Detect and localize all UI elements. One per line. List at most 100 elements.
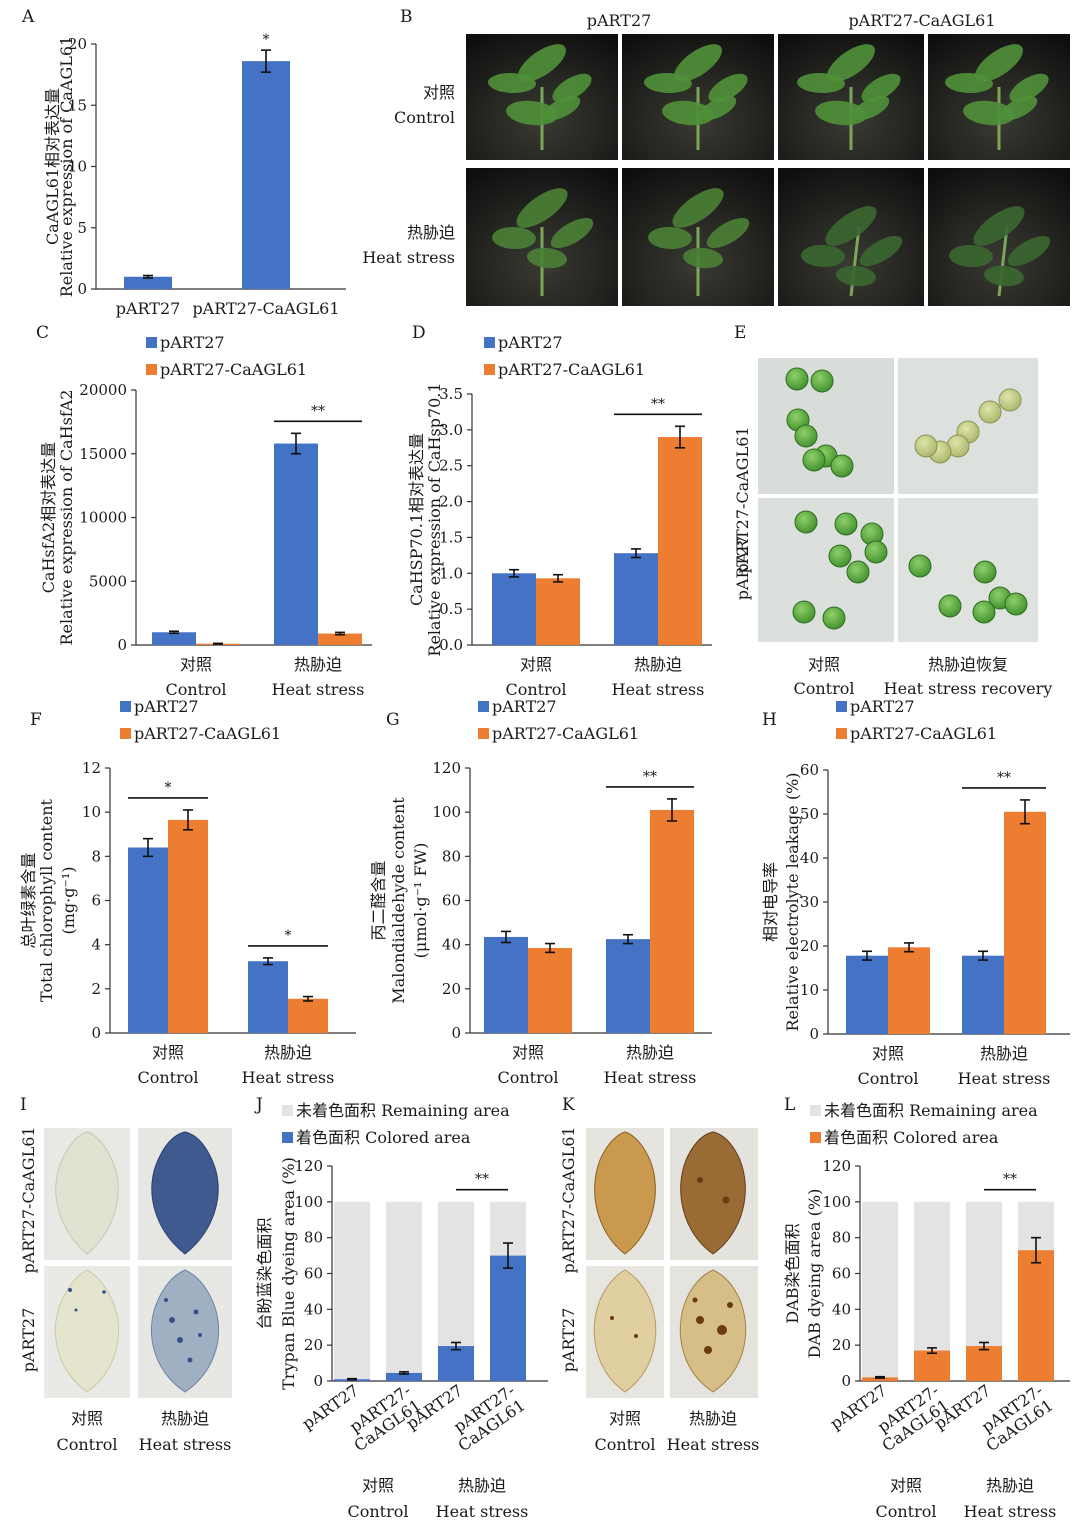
a-ytick-label: 10	[68, 158, 87, 176]
c-ytick-label: 0	[117, 636, 127, 654]
j-ytick-label: 80	[304, 1229, 323, 1247]
e-col-label-1-en: Control	[793, 679, 854, 698]
leaf-i-1	[55, 1131, 119, 1255]
panel-label-b: B	[400, 7, 413, 27]
panel-b-photos: pART27 pART27-CaAGL61 对照 Control 热胁迫 Hea…	[362, 11, 1070, 306]
chart-f: 0 2 4 6 8 10 12 总叶绿素含量 Total chlorophyll content…	[19, 697, 356, 1087]
g-ytick-label: 100	[432, 803, 461, 821]
l-ylabel-line: DAB dyeing area (%)	[805, 1189, 824, 1359]
leaf-disc	[834, 512, 858, 536]
h-significance-label: **	[997, 770, 1011, 786]
plant-leaf	[963, 100, 1015, 126]
l-group-label-cn: 热胁迫	[986, 1476, 1034, 1495]
f-ylabel-line: Total chlorophyll content	[37, 798, 56, 1002]
f-bar-part27-caagl61	[288, 998, 328, 1033]
l-ytick-label: 120	[822, 1157, 851, 1175]
panel-label-c: C	[36, 323, 49, 343]
d-ytick-label: 3.0	[439, 421, 463, 439]
d-legend-label: pART27	[498, 333, 563, 352]
f-significance-label: *	[165, 780, 172, 796]
f-ylabel-line: 总叶绿素含量	[19, 852, 38, 948]
a-ytick-label: 0	[77, 280, 87, 298]
plant-leaf	[852, 95, 890, 121]
l-group-label-en: Heat stress	[964, 1502, 1057, 1521]
leaf-disc	[830, 454, 854, 478]
f-category-label-en: Heat stress	[242, 1068, 335, 1087]
l-group-label-cn: 对照	[890, 1476, 922, 1495]
e-row-label-2: pART27	[733, 536, 752, 601]
leaf-disc	[792, 600, 816, 624]
panel-label-l: L	[784, 1095, 795, 1115]
g-ytick-label: 120	[432, 759, 461, 777]
l-ytick-label: 80	[832, 1229, 851, 1247]
plant-leaf	[662, 100, 714, 126]
plant-leaf	[516, 188, 568, 228]
a-ylabel-line: Relative expression of CaAGL61	[57, 36, 76, 297]
plant-leaf	[543, 95, 581, 121]
leaf-disc	[938, 594, 962, 618]
panel-label-h: H	[762, 710, 777, 730]
c-legend-swatch	[146, 337, 157, 348]
a-significance-label: *	[263, 32, 270, 48]
h-ytick-label: 0	[809, 1025, 819, 1043]
plant-leaf	[644, 72, 692, 94]
d-legend-swatch	[484, 364, 495, 375]
plant-leaf	[672, 188, 724, 228]
leaf-i-3	[54, 1269, 120, 1393]
j-ylabel-line: Trypan Blue dyeing area (%)	[279, 1157, 298, 1390]
g-bar-part27-caagl61	[528, 947, 572, 1033]
panel-label-d: D	[412, 323, 426, 343]
plant-leaf	[827, 44, 875, 82]
plant-leaf	[949, 244, 993, 268]
d-ylabel-line: CaHSP70.1相对表达量	[407, 433, 426, 606]
g-bar-part27	[484, 936, 528, 1033]
g-ytick-label: 0	[451, 1024, 461, 1042]
chart-l: 0 20 40 60 80 100 120 DAB染色面积 DAB dyeing area (%…	[783, 1101, 1070, 1521]
j-group-label-en: Heat stress	[436, 1502, 529, 1521]
leaf-k-spots	[610, 1177, 733, 1354]
h-bar-part27	[962, 955, 1004, 1034]
panel-label-e: E	[734, 323, 746, 343]
plant-leaf	[945, 72, 993, 94]
d-significance-label: **	[651, 396, 665, 412]
plant-leaf	[674, 44, 722, 82]
plant-leaf	[518, 44, 566, 82]
leaf-disc	[785, 367, 809, 391]
leaf-disc	[822, 606, 846, 630]
plant-leaf	[699, 95, 737, 121]
f-ylabel-line: (mg·g⁻¹)	[59, 866, 78, 934]
a-bar	[124, 276, 172, 289]
leaf-i-spots	[68, 1288, 202, 1363]
l-bar-colored	[914, 1350, 950, 1381]
j-group-label-cn: 热胁迫	[458, 1476, 506, 1495]
g-legend-swatch	[478, 701, 489, 712]
e-row-label-1: pART27-CaAGL61	[733, 426, 752, 573]
f-category-label-cn: 对照	[152, 1043, 184, 1062]
f-legend-label: pART27	[134, 697, 199, 716]
c-ytick-label: 5000	[89, 572, 127, 590]
f-ytick-label: 4	[91, 936, 101, 954]
c-legend-label: pART27	[160, 333, 225, 352]
h-bar-part27-caagl61	[1004, 811, 1046, 1034]
k-col-label-1-cn: 对照	[609, 1409, 641, 1428]
a-category-label: pART27-CaAGL61	[192, 299, 339, 318]
plant-leaf	[801, 244, 845, 268]
g-ytick-label: 40	[442, 936, 461, 954]
j-bar-colored	[438, 1346, 474, 1381]
d-ytick-label: 3.5	[439, 385, 463, 403]
h-ylabel-line: 相对电导率	[761, 862, 780, 942]
d-category-label-en: Heat stress	[612, 680, 705, 699]
f-ytick-label: 8	[91, 847, 101, 865]
e-col-label-2-cn: 热胁迫恢复	[928, 655, 1008, 674]
d-bar-part27	[492, 573, 536, 645]
f-category-label-en: Control	[137, 1068, 198, 1087]
b-row-label-2-en: Heat stress	[362, 248, 455, 267]
plant-leaf	[1007, 235, 1051, 267]
l-bar-remaining	[914, 1201, 950, 1351]
b-row-label-1-en: Control	[394, 108, 455, 127]
j-bar-remaining	[438, 1201, 474, 1347]
j-group-label-en: Control	[347, 1502, 408, 1521]
l-ylabel-line: DAB染色面积	[783, 1223, 802, 1323]
g-category-label-cn: 热胁迫	[626, 1043, 674, 1062]
